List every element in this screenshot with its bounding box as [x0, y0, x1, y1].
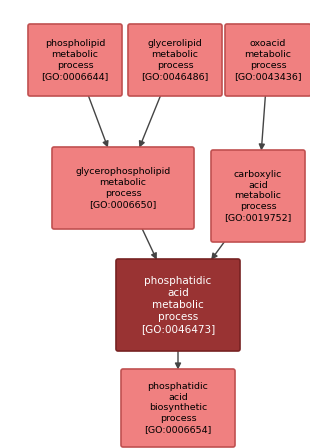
FancyBboxPatch shape	[28, 24, 122, 96]
Text: oxoacid
metabolic
process
[GO:0043436]: oxoacid metabolic process [GO:0043436]	[234, 39, 302, 81]
Text: glycerolipid
metabolic
process
[GO:0046486]: glycerolipid metabolic process [GO:00464…	[141, 39, 209, 81]
Text: carboxylic
acid
metabolic
process
[GO:0019752]: carboxylic acid metabolic process [GO:00…	[224, 170, 292, 222]
FancyBboxPatch shape	[211, 150, 305, 242]
Text: phospholipid
metabolic
process
[GO:0006644]: phospholipid metabolic process [GO:00066…	[41, 39, 109, 81]
Text: glycerophospholipid
metabolic
process
[GO:0006650]: glycerophospholipid metabolic process [G…	[75, 168, 170, 209]
Text: phosphatidic
acid
biosynthetic
process
[GO:0006654]: phosphatidic acid biosynthetic process […	[144, 382, 212, 434]
Text: phosphatidic
acid
metabolic
process
[GO:0046473]: phosphatidic acid metabolic process [GO:…	[141, 276, 215, 334]
FancyBboxPatch shape	[116, 259, 240, 351]
FancyBboxPatch shape	[52, 147, 194, 229]
FancyBboxPatch shape	[128, 24, 222, 96]
FancyBboxPatch shape	[121, 369, 235, 447]
FancyBboxPatch shape	[225, 24, 310, 96]
